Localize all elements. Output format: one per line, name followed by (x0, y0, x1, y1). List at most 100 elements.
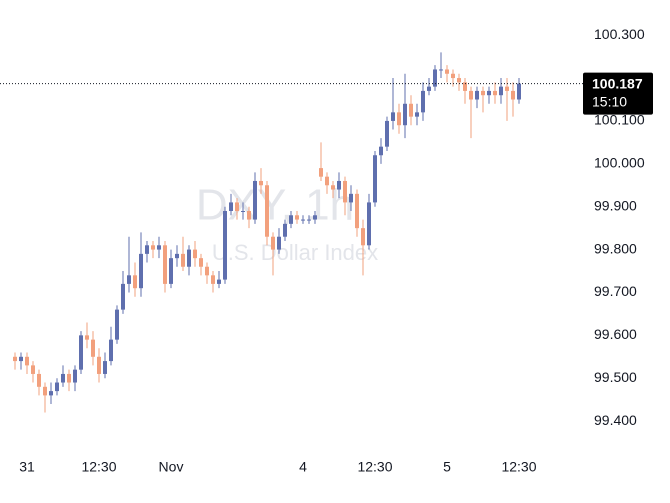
candle-body (19, 356, 23, 362)
y-tick-label: 99.400 (594, 412, 637, 428)
candle-body (505, 86, 509, 91)
candle-body (79, 335, 83, 370)
candle-body (487, 90, 491, 96)
candle-body (199, 258, 203, 267)
candle-body (433, 69, 437, 87)
candle-body (163, 245, 167, 284)
candle-body (271, 236, 275, 250)
candle-body (67, 373, 71, 383)
candle-body (211, 275, 215, 284)
candle-body (253, 180, 257, 220)
candle-body (361, 228, 365, 246)
candle-body (241, 210, 245, 212)
y-tick-label: 99.800 (594, 240, 637, 256)
candle-body (109, 339, 113, 362)
candle-body (193, 249, 197, 259)
x-tick-label: 12:30 (357, 459, 392, 475)
candle-body (73, 369, 77, 383)
candle-body (151, 245, 155, 250)
candle-body (409, 103, 413, 117)
x-tick-label: Nov (159, 459, 184, 475)
candle-body (13, 356, 17, 362)
candle-body (367, 202, 371, 246)
candle-body (283, 223, 287, 237)
candle-body (403, 103, 407, 126)
candle-body (385, 120, 389, 147)
candle-body (229, 202, 233, 211)
candle-body (427, 86, 431, 91)
candle-body (145, 245, 149, 254)
candle-body (469, 90, 473, 100)
candle-body (481, 90, 485, 96)
candle-body (511, 90, 515, 100)
candle-body (325, 176, 329, 186)
candle-body (337, 180, 341, 190)
candle-body (133, 275, 137, 289)
x-tick-label: 31 (19, 459, 35, 475)
candle-body (313, 215, 317, 220)
candle-body (277, 236, 281, 250)
candle-body (493, 90, 497, 96)
candle-body (169, 258, 173, 284)
candle-body (157, 245, 161, 250)
candle-body (265, 185, 269, 237)
x-tick-label: 5 (443, 459, 451, 475)
x-tick-label: 12:30 (81, 459, 116, 475)
candle-body (43, 386, 47, 396)
candle-body (25, 356, 29, 366)
candle-body (355, 193, 359, 229)
candle-body (343, 180, 347, 203)
candle-body (217, 279, 221, 284)
candle-body (301, 219, 305, 221)
candle-body (187, 249, 191, 267)
x-tick-label: 4 (299, 459, 307, 475)
y-tick-label: 100.000 (594, 155, 645, 171)
candle-body (49, 391, 53, 396)
candle-body (181, 253, 185, 267)
y-tick-label: 99.700 (594, 283, 637, 299)
candle-body (499, 86, 503, 96)
candle-body (55, 382, 59, 392)
candle-body (295, 215, 299, 220)
candle-body (415, 112, 419, 117)
candle-body (103, 361, 107, 374)
last-price-label: 100.187 (592, 75, 643, 91)
candle-body (379, 146, 383, 156)
candle-body (445, 69, 449, 74)
candle-body (391, 112, 395, 121)
candle-body (319, 168, 323, 177)
candle-body (247, 210, 251, 220)
countdown-label: 15:10 (592, 93, 627, 109)
candle-body (139, 253, 143, 289)
y-tick-label: 100.100 (594, 112, 645, 128)
candle-body (517, 83, 521, 100)
y-tick-label: 99.500 (594, 369, 637, 385)
candle-body (91, 339, 95, 357)
candle-body (37, 373, 41, 387)
candle-body (61, 373, 65, 383)
candle-body (331, 185, 335, 190)
last-price-box (583, 72, 653, 115)
candle-body (97, 356, 101, 374)
watermark-subtitle: U.S. Dollar Index (212, 240, 378, 265)
candle-body (223, 210, 227, 280)
watermark: DXY, 1h (196, 181, 354, 230)
candle-body (85, 335, 89, 340)
candle-body (121, 283, 125, 310)
candle-body (205, 266, 209, 276)
candle-body (451, 73, 455, 79)
candle-body (31, 365, 35, 374)
y-tick-label: 99.900 (594, 197, 637, 213)
candle-body (259, 180, 263, 186)
candle-body (421, 90, 425, 113)
candle-body (373, 155, 377, 203)
candle-body (457, 78, 461, 83)
candle-body (289, 215, 293, 224)
x-tick-label: 12:30 (501, 459, 536, 475)
candle-body (475, 90, 479, 100)
candle-body (127, 275, 131, 284)
y-tick-label: 100.300 (594, 26, 645, 42)
candle-body (235, 202, 239, 211)
y-tick-label: 99.600 (594, 326, 637, 342)
